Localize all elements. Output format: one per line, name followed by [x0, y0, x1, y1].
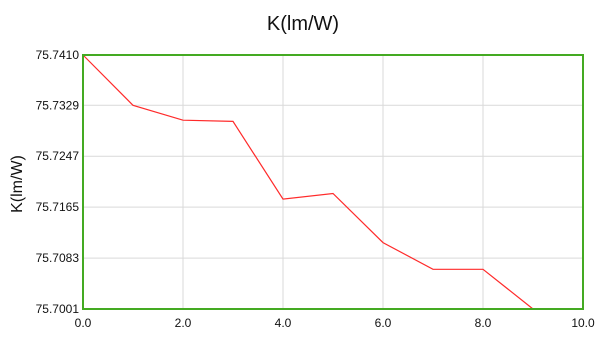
y-tick-label: 75.7329: [36, 98, 80, 112]
grid-lines: [82, 54, 584, 310]
series-line: [82, 54, 534, 310]
series-layer: [82, 54, 534, 310]
y-tick-label: 75.7083: [36, 251, 80, 265]
chart-title: K(lm/W): [267, 13, 339, 35]
x-tick-label: 6.0: [375, 316, 392, 330]
y-tick-label: 75.7001: [36, 302, 80, 316]
x-tick-label: 10.0: [571, 316, 595, 330]
y-tick-label: 75.7247: [36, 149, 80, 163]
x-tick-label: 2.0: [175, 316, 192, 330]
y-tick-labels: 75.7410 75.7329 75.7247 75.7165 75.7083 75.70…: [36, 48, 80, 316]
y-tick-label: 75.7410: [36, 48, 80, 62]
x-tick-label: 4.0: [275, 316, 292, 330]
y-axis-label: K(lm/W): [9, 155, 26, 213]
y-tick-label: 75.7165: [36, 200, 80, 214]
x-tick-label: 8.0: [475, 316, 492, 330]
plot-frame: [82, 54, 584, 310]
x-tick-labels: 0.0 2.0 4.0 6.0 8.0 10.0: [75, 316, 595, 330]
x-tick-label: 0.0: [75, 316, 92, 330]
